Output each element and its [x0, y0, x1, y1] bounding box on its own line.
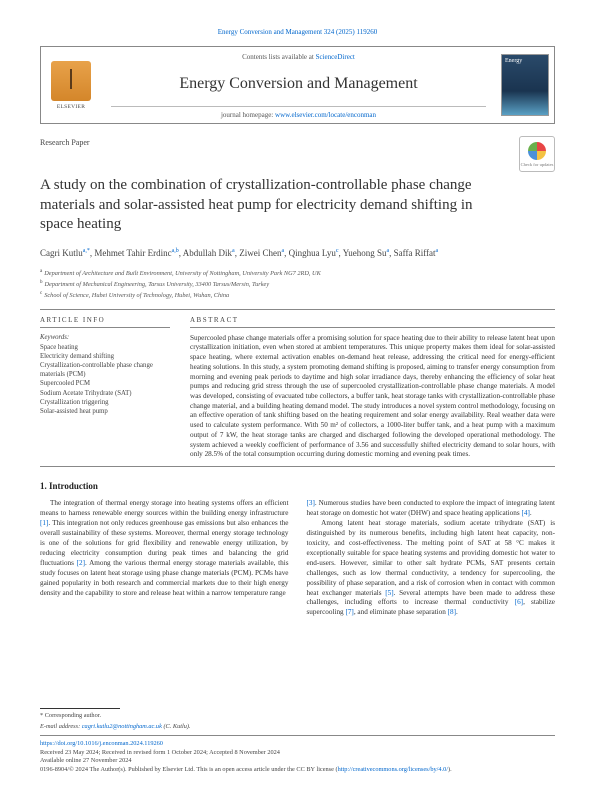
cc-link[interactable]: http://creativecommons.org/licenses/by/4… [338, 766, 448, 773]
contents-prefix: Contents lists available at [242, 53, 316, 61]
info-abstract-row: ARTICLE INFO Keywords: Space heatingElec… [40, 316, 555, 460]
cover-title: Energy [505, 58, 522, 64]
copyright-suffix: ). [448, 766, 452, 773]
article-info-col: ARTICLE INFO Keywords: Space heatingElec… [40, 316, 170, 460]
abstract-hr [190, 327, 555, 328]
divider-2 [40, 466, 555, 467]
homepage-prefix: journal homepage: [221, 111, 275, 119]
homepage-link[interactable]: www.elsevier.com/locate/enconman [275, 111, 376, 119]
body-col-left: The integration of thermal energy storag… [40, 499, 289, 618]
footnote-rule [40, 708, 120, 709]
article-type-row: Research Paper Check for updates [40, 138, 555, 172]
crossmark-badge[interactable]: Check for updates [519, 136, 555, 172]
available-line: Available online 27 November 2024 [40, 757, 555, 766]
header-center: Contents lists available at ScienceDirec… [101, 47, 496, 123]
article-type: Research Paper [40, 138, 90, 147]
email-link[interactable]: cagri.kutlu2@nottingham.ac.uk [82, 723, 162, 730]
email-label: E-mail address: [40, 723, 82, 730]
page-footer: * Corresponding author. E-mail address: … [40, 708, 555, 774]
keywords-label: Keywords: [40, 334, 170, 341]
crossmark-icon [528, 142, 546, 160]
email-paren: (C. Kutlu). [162, 723, 191, 730]
email-line: E-mail address: cagri.kutlu2@nottingham.… [40, 723, 555, 732]
elsevier-tree-icon [51, 61, 91, 101]
history-line: Received 23 May 2024; Received in revise… [40, 749, 555, 758]
journal-header: ELSEVIER Contents lists available at Sci… [40, 46, 555, 124]
body-col-right: [3]. Numerous studies have been conducte… [307, 499, 556, 618]
abstract-head: ABSTRACT [190, 316, 555, 324]
contents-line: Contents lists available at ScienceDirec… [111, 53, 486, 61]
abstract-text: Supercooled phase change materials offer… [190, 334, 555, 460]
author-list: Cagri Kutlua,*, Mehmet Tahir Erdinca,b, … [40, 247, 555, 261]
divider [40, 309, 555, 310]
cover-cell: Energy [496, 47, 554, 123]
article-title: A study on the combination of crystalliz… [40, 176, 500, 235]
copyright-prefix: 0196-8904/© 2024 The Author(s). Publishe… [40, 766, 338, 773]
homepage-line: journal homepage: www.elsevier.com/locat… [111, 106, 486, 119]
info-hr [40, 327, 170, 328]
intro-heading: 1. Introduction [40, 481, 555, 491]
publisher-logo-cell: ELSEVIER [41, 47, 101, 123]
journal-name: Energy Conversion and Management [111, 75, 486, 93]
elsevier-text: ELSEVIER [57, 104, 85, 110]
corresponding-author: * Corresponding author. [40, 712, 555, 721]
sciencedirect-link[interactable]: ScienceDirect [316, 53, 355, 61]
citation-line: Energy Conversion and Management 324 (20… [40, 28, 555, 36]
crossmark-label: Check for updates [521, 162, 554, 167]
body-columns: The integration of thermal energy storag… [40, 499, 555, 618]
copyright-line: 0196-8904/© 2024 The Author(s). Publishe… [40, 766, 555, 775]
abstract-col: ABSTRACT Supercooled phase change materi… [190, 316, 555, 460]
keywords-list: Space heatingElectricity demand shifting… [40, 343, 170, 416]
doi-link[interactable]: https://doi.org/10.1016/j.enconman.2024.… [40, 740, 163, 747]
journal-cover-thumb: Energy [501, 54, 549, 116]
affiliations: aDepartment of Architecture and Built En… [40, 268, 555, 301]
article-info-head: ARTICLE INFO [40, 316, 170, 324]
footer-rule [40, 735, 555, 736]
